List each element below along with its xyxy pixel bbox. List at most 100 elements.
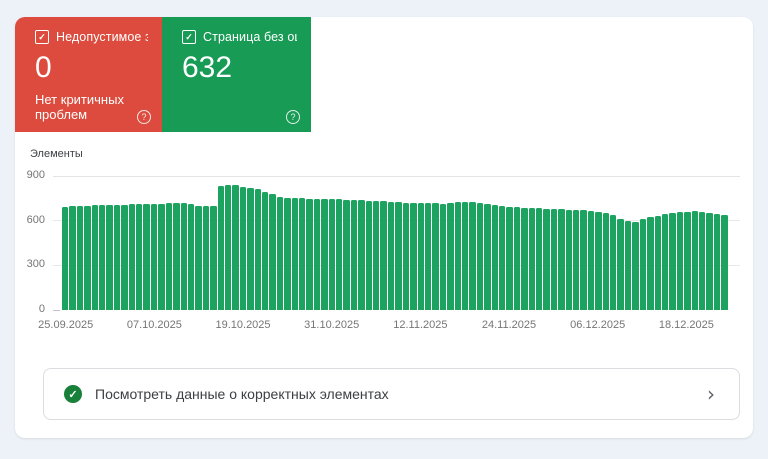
chart-bar bbox=[69, 206, 76, 310]
chart-bar bbox=[254, 189, 261, 310]
errors-subtitle: Нет критичных проблем bbox=[35, 92, 124, 123]
chart-bar bbox=[424, 203, 432, 310]
chart-axis-title: Элементы bbox=[30, 148, 83, 160]
chart-bar bbox=[684, 211, 691, 310]
chart-bar bbox=[617, 218, 624, 310]
y-axis-zero-tick bbox=[53, 309, 60, 311]
x-tick-label: 06.12.2025 bbox=[570, 319, 626, 331]
chart-bar bbox=[380, 201, 387, 310]
valid-checkbox[interactable]: ✓ bbox=[182, 30, 196, 44]
chart-bar bbox=[291, 198, 298, 310]
x-tick-label: 07.10.2025 bbox=[126, 319, 182, 331]
chart-bar bbox=[261, 191, 269, 310]
x-tick-label: 31.10.2025 bbox=[304, 319, 360, 331]
chart-bar bbox=[358, 200, 365, 310]
x-tick-label: 12.11.2025 bbox=[393, 319, 448, 331]
x-axis-labels: 25.09.2025 07.10.2025 19.10.2025 31.10.2025… bbox=[38, 310, 727, 331]
valid-count: 632 bbox=[182, 51, 233, 84]
chart-bar bbox=[491, 205, 498, 310]
chart-bar bbox=[180, 202, 187, 310]
chart-bar bbox=[365, 200, 373, 310]
y-tick-label: 600 bbox=[26, 213, 45, 226]
chart-bar bbox=[432, 203, 439, 310]
errors-checkbox[interactable]: ✓ bbox=[35, 30, 49, 44]
errors-help-icon[interactable]: ? bbox=[137, 110, 151, 124]
chart-bar bbox=[395, 202, 402, 310]
chart-bar bbox=[647, 216, 654, 310]
chart-bar bbox=[113, 204, 121, 310]
chart-bar bbox=[247, 187, 254, 310]
chart-bar bbox=[106, 205, 113, 310]
chart-bar bbox=[217, 185, 224, 310]
chart-bar bbox=[595, 211, 602, 310]
chevron-right-icon: › bbox=[707, 382, 715, 406]
errors-card-label: Недопустимое з… bbox=[56, 30, 148, 44]
view-valid-items-row[interactable]: ✓ Посмотреть данные о корректных элемент… bbox=[43, 368, 740, 420]
chart-bar bbox=[669, 213, 676, 310]
chart-bar bbox=[173, 203, 180, 310]
chart-bar bbox=[639, 218, 647, 310]
chart-bar bbox=[150, 203, 158, 310]
valid-card-header: ✓ Страница без ош… bbox=[182, 30, 297, 44]
chart-bar bbox=[543, 208, 550, 310]
chart-bar bbox=[461, 201, 469, 310]
chart-bar bbox=[573, 209, 580, 310]
chart-bar bbox=[232, 185, 239, 310]
chart-bar bbox=[691, 211, 698, 310]
chart-bar bbox=[187, 203, 195, 310]
errors-card[interactable]: ✓ Недопустимое з… 0 Нет критичных пробле… bbox=[15, 17, 162, 132]
chart-bar bbox=[158, 203, 165, 310]
chart-bar bbox=[321, 198, 328, 310]
chart-bar bbox=[328, 199, 336, 310]
chart-bar bbox=[91, 205, 99, 310]
chart-bar bbox=[76, 205, 84, 310]
x-tick-label: 19.10.2025 bbox=[215, 319, 271, 331]
chart-bar bbox=[721, 214, 728, 310]
valid-card-label: Страница без ош… bbox=[203, 30, 297, 44]
chart-bar bbox=[550, 208, 558, 310]
chart-bar bbox=[121, 204, 128, 310]
chart-bar bbox=[580, 210, 587, 310]
chart-bar bbox=[313, 198, 321, 310]
chart-bar bbox=[713, 214, 721, 310]
y-tick-label: 300 bbox=[26, 258, 45, 271]
view-valid-items-label: Посмотреть данные о корректных элементах bbox=[95, 386, 389, 402]
chart-bar bbox=[513, 207, 521, 310]
chart-bar bbox=[99, 205, 106, 310]
chart-bar bbox=[128, 204, 136, 310]
chart-bar bbox=[402, 202, 410, 310]
chart-bar bbox=[276, 196, 284, 310]
chart-bar bbox=[143, 204, 150, 310]
valid-help-icon[interactable]: ? bbox=[286, 110, 300, 124]
chart-bar bbox=[676, 212, 684, 310]
chart-bar bbox=[484, 204, 491, 310]
chart-bar bbox=[269, 194, 276, 310]
chart-bar bbox=[476, 203, 484, 310]
chart-bar bbox=[521, 207, 528, 310]
valid-card[interactable]: ✓ Страница без ош… 632 ? bbox=[162, 17, 311, 132]
bars-container bbox=[62, 176, 728, 310]
chart-bar bbox=[136, 204, 143, 310]
chart-bar bbox=[165, 203, 173, 310]
chart-bar bbox=[336, 199, 343, 310]
chart-bar bbox=[536, 208, 543, 310]
chart-bar bbox=[284, 197, 291, 310]
chart-bar bbox=[439, 203, 447, 310]
chart-bar bbox=[202, 206, 210, 310]
chart-bar bbox=[350, 199, 358, 310]
gridline-900 bbox=[53, 175, 740, 177]
chart-bar bbox=[506, 206, 513, 310]
chart-bar bbox=[624, 220, 632, 310]
chart-bar bbox=[62, 206, 69, 310]
chart-bar bbox=[698, 212, 706, 310]
x-tick-label: 18.12.2025 bbox=[658, 319, 714, 331]
chart-bar bbox=[447, 203, 454, 310]
errors-card-header: ✓ Недопустимое з… bbox=[35, 30, 148, 44]
errors-count: 0 bbox=[35, 51, 52, 84]
chart-bar bbox=[498, 205, 506, 310]
x-tick-label: 25.09.2025 bbox=[38, 319, 94, 331]
chart-bar bbox=[528, 208, 535, 310]
chart-bar bbox=[84, 205, 91, 310]
chart-bar bbox=[417, 202, 424, 310]
y-tick-label: 0 bbox=[38, 303, 45, 315]
